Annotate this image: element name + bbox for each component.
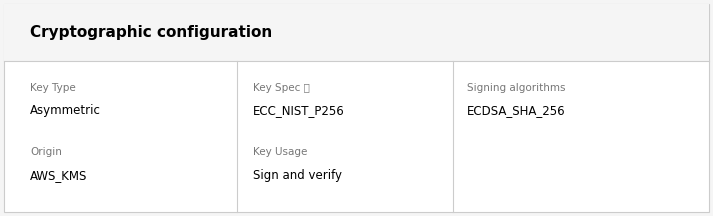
- Text: Key Spec ⓘ: Key Spec ⓘ: [253, 83, 310, 93]
- Text: Origin: Origin: [30, 147, 62, 157]
- Text: Key Type: Key Type: [30, 83, 76, 93]
- Text: Sign and verify: Sign and verify: [253, 169, 342, 182]
- Text: Key Usage: Key Usage: [253, 147, 307, 157]
- Text: AWS_KMS: AWS_KMS: [30, 169, 87, 182]
- Text: Signing algorithms: Signing algorithms: [467, 83, 565, 93]
- Text: Cryptographic configuration: Cryptographic configuration: [30, 25, 272, 40]
- Text: ECC_NIST_P256: ECC_NIST_P256: [253, 104, 345, 117]
- Bar: [4, 4, 709, 61]
- Text: ECDSA_SHA_256: ECDSA_SHA_256: [467, 104, 565, 117]
- Text: Asymmetric: Asymmetric: [30, 104, 101, 117]
